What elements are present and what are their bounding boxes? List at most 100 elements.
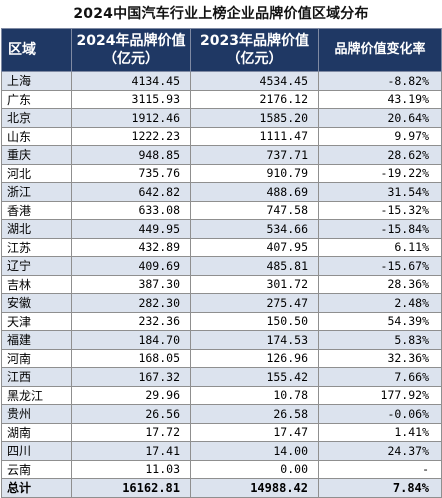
- value-2023-cell: 4534.45: [190, 71, 319, 91]
- value-2023-cell: 10.78: [190, 385, 319, 405]
- region-cell: 上海: [1, 71, 72, 91]
- header-2023-label: 2023年品牌价值: [200, 33, 309, 49]
- value-2023-cell: 26.58: [190, 404, 319, 424]
- value-2024-cell: 948.85: [71, 145, 191, 165]
- change-rate-cell: -8.82%: [318, 71, 442, 91]
- change-rate-cell: -15.67%: [318, 256, 442, 276]
- region-cell: 天津: [1, 311, 72, 331]
- value-2024-cell: 409.69: [71, 256, 191, 276]
- table-row: 上海 4134.45 4534.45 -8.82%: [1, 71, 442, 91]
- table-row: 黑龙江 29.96 10.78 177.92%: [1, 385, 442, 405]
- table-row: 四川 17.41 14.00 24.37%: [1, 441, 442, 461]
- change-rate-cell: 9.97%: [318, 126, 442, 146]
- value-2023-cell: 1111.47: [190, 126, 319, 146]
- value-2023-cell: 407.95: [190, 237, 319, 257]
- value-2023-cell: 155.42: [190, 367, 319, 387]
- value-2023-cell: 747.58: [190, 200, 319, 220]
- brand-value-table: 区域 2024年品牌价值 （亿元） 2023年品牌价值 （亿元） 品牌价值变化率…: [1, 28, 442, 498]
- total-2023-cell: 14988.42: [190, 478, 319, 498]
- value-2024-cell: 17.72: [71, 422, 191, 442]
- header-2023-value: 2023年品牌价值 （亿元）: [190, 28, 319, 72]
- value-2023-cell: 17.47: [190, 422, 319, 442]
- value-2023-cell: 1585.20: [190, 108, 319, 128]
- value-2023-cell: 126.96: [190, 348, 319, 368]
- value-2024-cell: 29.96: [71, 385, 191, 405]
- region-cell: 山东: [1, 126, 72, 146]
- region-cell: 四川: [1, 441, 72, 461]
- value-2024-cell: 167.32: [71, 367, 191, 387]
- region-cell: 江苏: [1, 237, 72, 257]
- value-2023-cell: 275.47: [190, 293, 319, 313]
- change-rate-cell: 20.64%: [318, 108, 442, 128]
- table-row: 山东 1222.23 1111.47 9.97%: [1, 126, 442, 146]
- header-region: 区域: [1, 28, 72, 72]
- total-row: 总计 16162.81 14988.42 7.84%: [1, 478, 442, 498]
- table-row: 北京 1912.46 1585.20 20.64%: [1, 108, 442, 128]
- region-cell: 云南: [1, 459, 72, 479]
- value-2024-cell: 449.95: [71, 219, 191, 239]
- total-2024-cell: 16162.81: [71, 478, 191, 498]
- change-rate-cell: 1.41%: [318, 422, 442, 442]
- value-2024-cell: 3115.93: [71, 89, 191, 109]
- value-2024-cell: 26.56: [71, 404, 191, 424]
- value-2024-cell: 17.41: [71, 441, 191, 461]
- value-2024-cell: 633.08: [71, 200, 191, 220]
- header-row: 区域 2024年品牌价值 （亿元） 2023年品牌价值 （亿元） 品牌价值变化率: [1, 28, 442, 72]
- value-2023-cell: 534.66: [190, 219, 319, 239]
- table-row: 贵州 26.56 26.58 -0.06%: [1, 404, 442, 424]
- total-change-cell: 7.84%: [318, 478, 442, 498]
- header-change-rate: 品牌价值变化率: [318, 28, 442, 72]
- value-2023-cell: 301.72: [190, 274, 319, 294]
- value-2024-cell: 184.70: [71, 330, 191, 350]
- value-2023-cell: 737.71: [190, 145, 319, 165]
- table-row: 河北 735.76 910.79 -19.22%: [1, 163, 442, 183]
- value-2024-cell: 387.30: [71, 274, 191, 294]
- value-2023-cell: 14.00: [190, 441, 319, 461]
- total-label-cell: 总计: [1, 478, 72, 498]
- change-rate-cell: 28.36%: [318, 274, 442, 294]
- region-cell: 吉林: [1, 274, 72, 294]
- value-2024-cell: 168.05: [71, 348, 191, 368]
- value-2024-cell: 11.03: [71, 459, 191, 479]
- change-rate-cell: 24.37%: [318, 441, 442, 461]
- region-cell: 黑龙江: [1, 385, 72, 405]
- value-2023-cell: 485.81: [190, 256, 319, 276]
- change-rate-cell: -15.84%: [318, 219, 442, 239]
- header-2024-unit: （亿元）: [103, 51, 159, 67]
- value-2024-cell: 282.30: [71, 293, 191, 313]
- value-2023-cell: 150.50: [190, 311, 319, 331]
- table-body: 上海 4134.45 4534.45 -8.82% 广东 3115.93 2176.12 43…: [1, 71, 442, 498]
- value-2023-cell: 2176.12: [190, 89, 319, 109]
- change-rate-cell: -15.32%: [318, 200, 442, 220]
- change-rate-cell: 54.39%: [318, 311, 442, 331]
- change-rate-cell: 2.48%: [318, 293, 442, 313]
- table-row: 云南 11.03 0.00-: [1, 459, 442, 479]
- header-2024-value: 2024年品牌价值 （亿元）: [71, 28, 191, 72]
- table-row: 江西 167.32 155.42 7.66%: [1, 367, 442, 387]
- header-2023-unit: （亿元）: [226, 51, 283, 67]
- header-2024-label: 2024年品牌价值: [76, 33, 186, 49]
- table-title: 2024中国汽车行业上榜企业品牌价值区域分布: [73, 6, 369, 22]
- value-2024-cell: 642.82: [71, 182, 191, 202]
- table-row: 湖南 17.72 17.47 1.41%: [1, 422, 442, 442]
- change-rate-cell: 28.62%: [318, 145, 442, 165]
- value-2023-cell: 0.00: [190, 459, 319, 479]
- change-rate-cell: -0.06%: [318, 404, 442, 424]
- value-2023-cell: 910.79: [190, 163, 319, 183]
- table-row: 湖北 449.95 534.66 -15.84%: [1, 219, 442, 239]
- region-cell: 香港: [1, 200, 72, 220]
- region-cell: 湖北: [1, 219, 72, 239]
- change-rate-cell: 32.36%: [318, 348, 442, 368]
- region-cell: 浙江: [1, 182, 72, 202]
- change-rate-cell: 5.83%: [318, 330, 442, 350]
- table-row: 重庆 948.85 737.71 28.62%: [1, 145, 442, 165]
- region-cell: 广东: [1, 89, 72, 109]
- region-cell: 安徽: [1, 293, 72, 313]
- region-cell: 湖南: [1, 422, 72, 442]
- change-rate-cell: 177.92%: [318, 385, 442, 405]
- value-2024-cell: 232.36: [71, 311, 191, 331]
- region-cell: 北京: [1, 108, 72, 128]
- change-rate-cell: 31.54%: [318, 182, 442, 202]
- table-row: 辽宁 409.69 485.81 -15.67%: [1, 256, 442, 276]
- region-cell: 辽宁: [1, 256, 72, 276]
